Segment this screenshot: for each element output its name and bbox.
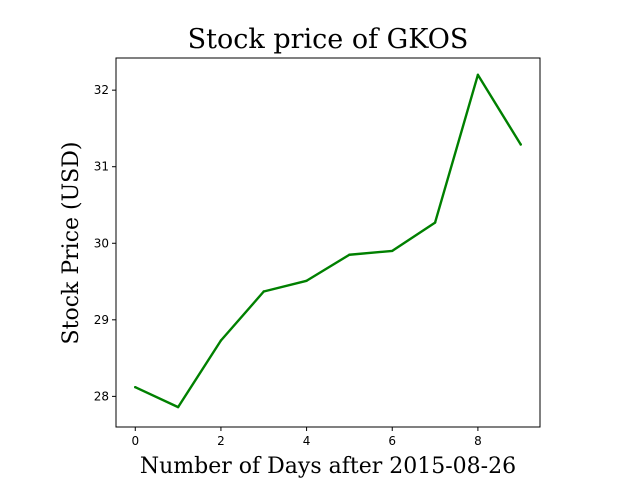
data-point-0-5 (348, 253, 351, 256)
y-tick-label-4: 32 (94, 83, 109, 97)
y-tick-label-0: 28 (94, 389, 109, 403)
data-point-0-7 (433, 221, 437, 224)
x-tick-label-3: 6 (388, 434, 396, 448)
y-axis-label: Stock Price (USD) (59, 142, 84, 345)
y-tick-label-3: 31 (94, 160, 109, 174)
x-tick-label-4: 8 (474, 434, 482, 448)
x-tick-label-0: 0 (131, 434, 139, 448)
plot-frame (115, 57, 541, 428)
y-tick-label-1: 29 (94, 313, 109, 327)
data-point-0-6 (391, 249, 394, 253)
x-tick-label-2: 4 (303, 434, 311, 448)
data-point-0-9 (519, 143, 522, 146)
data-point-0-0 (134, 385, 137, 389)
x-tick-label-1: 2 (217, 434, 225, 448)
data-point-0-4 (305, 279, 308, 282)
data-point-0-1 (176, 405, 180, 409)
x-axis-label: Number of Days after 2015-08-26 (140, 454, 516, 479)
plot-series (134, 73, 522, 409)
data-point-0-3 (262, 290, 265, 293)
axis-ticks: 0 2 4 6 8 28 29 30 31 32 (94, 83, 482, 448)
data-point-0-2 (219, 339, 223, 342)
chart-title: Stock price of GKOS (188, 24, 469, 55)
series-line-0 (134, 73, 522, 409)
y-tick-label-2: 30 (94, 236, 109, 250)
data-point-0-8 (476, 73, 480, 77)
